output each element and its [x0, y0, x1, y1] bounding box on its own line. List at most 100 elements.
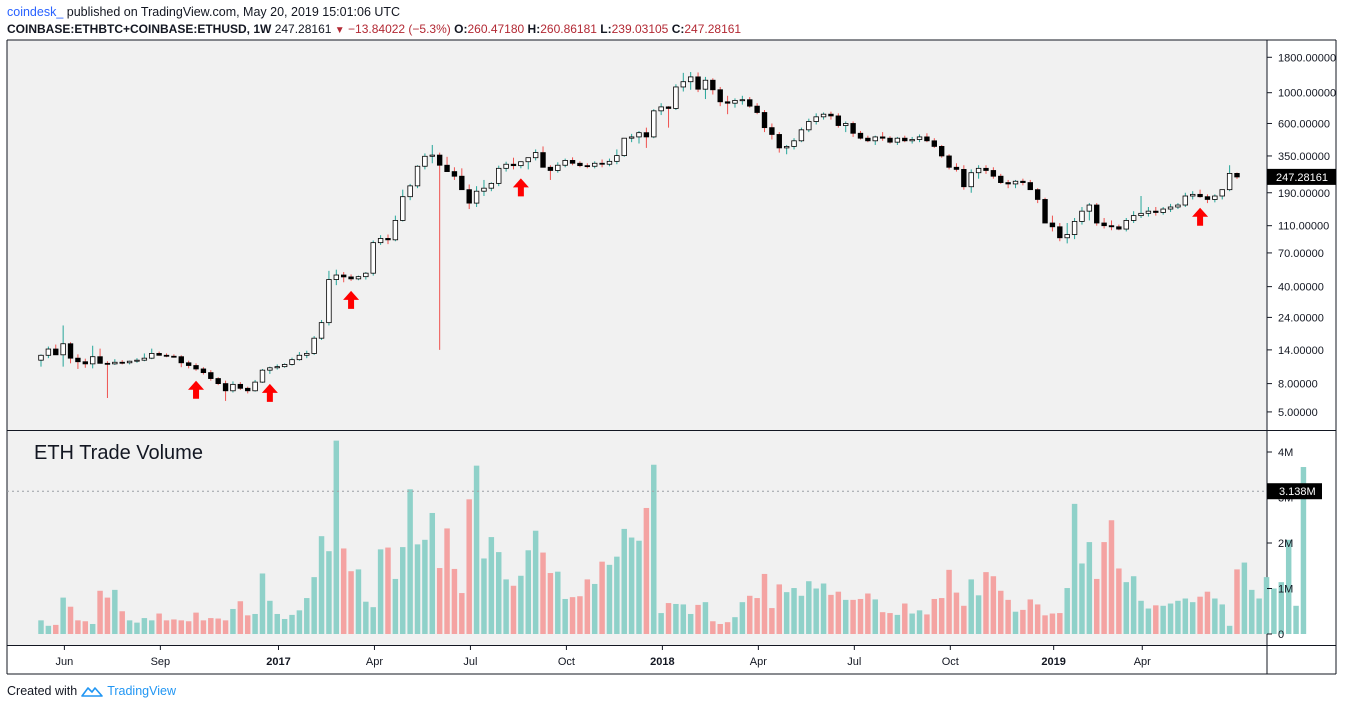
volume-bar[interactable] — [495, 552, 502, 634]
candle[interactable] — [953, 163, 960, 172]
volume-bar[interactable] — [1204, 591, 1211, 634]
volume-bar[interactable] — [348, 571, 354, 634]
candle[interactable] — [1190, 191, 1196, 200]
volume-bar[interactable] — [643, 507, 650, 634]
candle[interactable] — [1042, 197, 1048, 224]
candle[interactable] — [872, 135, 878, 145]
volume-bar[interactable] — [244, 615, 251, 634]
symbol-label[interactable]: COINBASE:ETHBTC+COINBASE:ETHUSD, 1W — [7, 22, 272, 36]
volume-bar[interactable] — [481, 558, 487, 634]
candle[interactable] — [717, 86, 723, 107]
volume-bar[interactable] — [149, 620, 155, 634]
candle[interactable] — [45, 346, 52, 359]
candle[interactable] — [990, 167, 997, 179]
volume-bar[interactable] — [835, 591, 842, 634]
volume-bar[interactable] — [1057, 613, 1063, 634]
volume-bar[interactable] — [842, 599, 849, 634]
volume-bar[interactable] — [451, 568, 458, 634]
volume-bar[interactable] — [1020, 609, 1026, 634]
volume-bar[interactable] — [998, 590, 1004, 634]
candle[interactable] — [53, 344, 59, 356]
volume-bar[interactable] — [717, 623, 723, 634]
candle[interactable] — [968, 169, 974, 193]
volume-bar[interactable] — [894, 614, 901, 634]
volume-bar[interactable] — [459, 593, 465, 634]
volume-bar[interactable] — [850, 599, 856, 634]
volume-bar[interactable] — [614, 556, 620, 634]
volume-bar[interactable] — [673, 603, 679, 634]
volume-bar[interactable] — [636, 540, 642, 634]
volume-bar[interactable] — [171, 619, 177, 634]
volume-bar[interactable] — [1285, 539, 1292, 634]
candle[interactable] — [473, 186, 480, 207]
candle[interactable] — [185, 360, 192, 369]
volume-bar[interactable] — [931, 598, 938, 634]
volume-bar[interactable] — [1219, 604, 1225, 634]
volume-bar[interactable] — [1034, 604, 1041, 634]
candle[interactable] — [296, 352, 303, 361]
volume-bar[interactable] — [414, 544, 421, 634]
volume-bar[interactable] — [1226, 625, 1233, 634]
volume-bar[interactable] — [296, 610, 303, 634]
candle[interactable] — [341, 271, 347, 283]
candle[interactable] — [754, 103, 760, 115]
volume-bar[interactable] — [1249, 589, 1255, 634]
candle[interactable] — [149, 348, 155, 360]
candle[interactable] — [178, 355, 184, 368]
candle[interactable] — [547, 165, 554, 180]
candle[interactable] — [311, 336, 317, 355]
candle[interactable] — [879, 132, 886, 141]
publisher-link[interactable]: coindesk_ — [7, 5, 64, 19]
volume-bar[interactable] — [1116, 568, 1122, 634]
candle[interactable] — [998, 173, 1004, 184]
candle[interactable] — [843, 121, 849, 133]
candle[interactable] — [673, 84, 679, 111]
volume-bar[interactable] — [1145, 608, 1152, 634]
candle[interactable] — [769, 123, 775, 140]
candle[interactable] — [230, 381, 236, 393]
volume-bar[interactable] — [518, 575, 524, 634]
candle[interactable] — [865, 135, 871, 143]
volume-bar[interactable] — [1027, 599, 1034, 634]
price-axis[interactable]: 1800.00000 1000.00000 600.00000 350.00000 19… — [1267, 52, 1336, 419]
candle[interactable] — [820, 112, 827, 120]
candle[interactable] — [798, 127, 805, 143]
volume-bar[interactable] — [104, 597, 111, 634]
volume-bar[interactable] — [909, 613, 915, 634]
volume-bar[interactable] — [621, 528, 627, 634]
volume-bar[interactable] — [1241, 562, 1248, 634]
candle[interactable] — [702, 76, 709, 100]
volume-bar[interactable] — [724, 622, 731, 634]
candle[interactable] — [1034, 188, 1041, 204]
candle[interactable] — [902, 135, 908, 143]
volume-bar[interactable] — [651, 464, 657, 634]
candle[interactable] — [1160, 206, 1166, 215]
volume-bar[interactable] — [1160, 605, 1166, 634]
candle[interactable] — [156, 351, 162, 356]
candle[interactable] — [97, 348, 103, 364]
volume-bar[interactable] — [503, 579, 509, 634]
candle[interactable] — [304, 350, 310, 359]
volume-bar[interactable] — [444, 528, 450, 634]
volume-bar[interactable] — [1130, 576, 1137, 634]
volume-bar[interactable] — [953, 592, 960, 634]
volume-bar[interactable] — [968, 579, 974, 634]
candle[interactable] — [451, 167, 458, 180]
volume-bar[interactable] — [281, 618, 288, 634]
volume-bar[interactable] — [126, 620, 133, 634]
candle[interactable] — [134, 358, 140, 363]
volume-bar[interactable] — [1012, 611, 1019, 634]
volume-bar[interactable] — [422, 539, 428, 634]
candle[interactable] — [481, 179, 487, 197]
candle[interactable] — [724, 95, 731, 115]
candle[interactable] — [1175, 203, 1181, 210]
volume-bar[interactable] — [1108, 520, 1115, 634]
volume-bar[interactable] — [230, 608, 236, 634]
candle[interactable] — [89, 345, 96, 369]
candle[interactable] — [1212, 194, 1218, 203]
candle[interactable] — [112, 359, 118, 365]
candle[interactable] — [584, 163, 591, 169]
volume-bar[interactable] — [1093, 578, 1100, 634]
candle[interactable] — [1130, 211, 1137, 224]
volume-bar[interactable] — [178, 620, 185, 634]
